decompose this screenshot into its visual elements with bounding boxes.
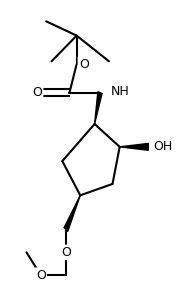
Text: O: O	[79, 58, 89, 71]
Text: OH: OH	[154, 140, 173, 153]
Polygon shape	[64, 195, 80, 232]
Text: O: O	[36, 269, 46, 282]
Text: NH: NH	[111, 85, 129, 98]
Polygon shape	[120, 143, 148, 150]
Text: O: O	[61, 246, 71, 259]
Text: O: O	[32, 86, 42, 99]
Polygon shape	[95, 92, 102, 124]
